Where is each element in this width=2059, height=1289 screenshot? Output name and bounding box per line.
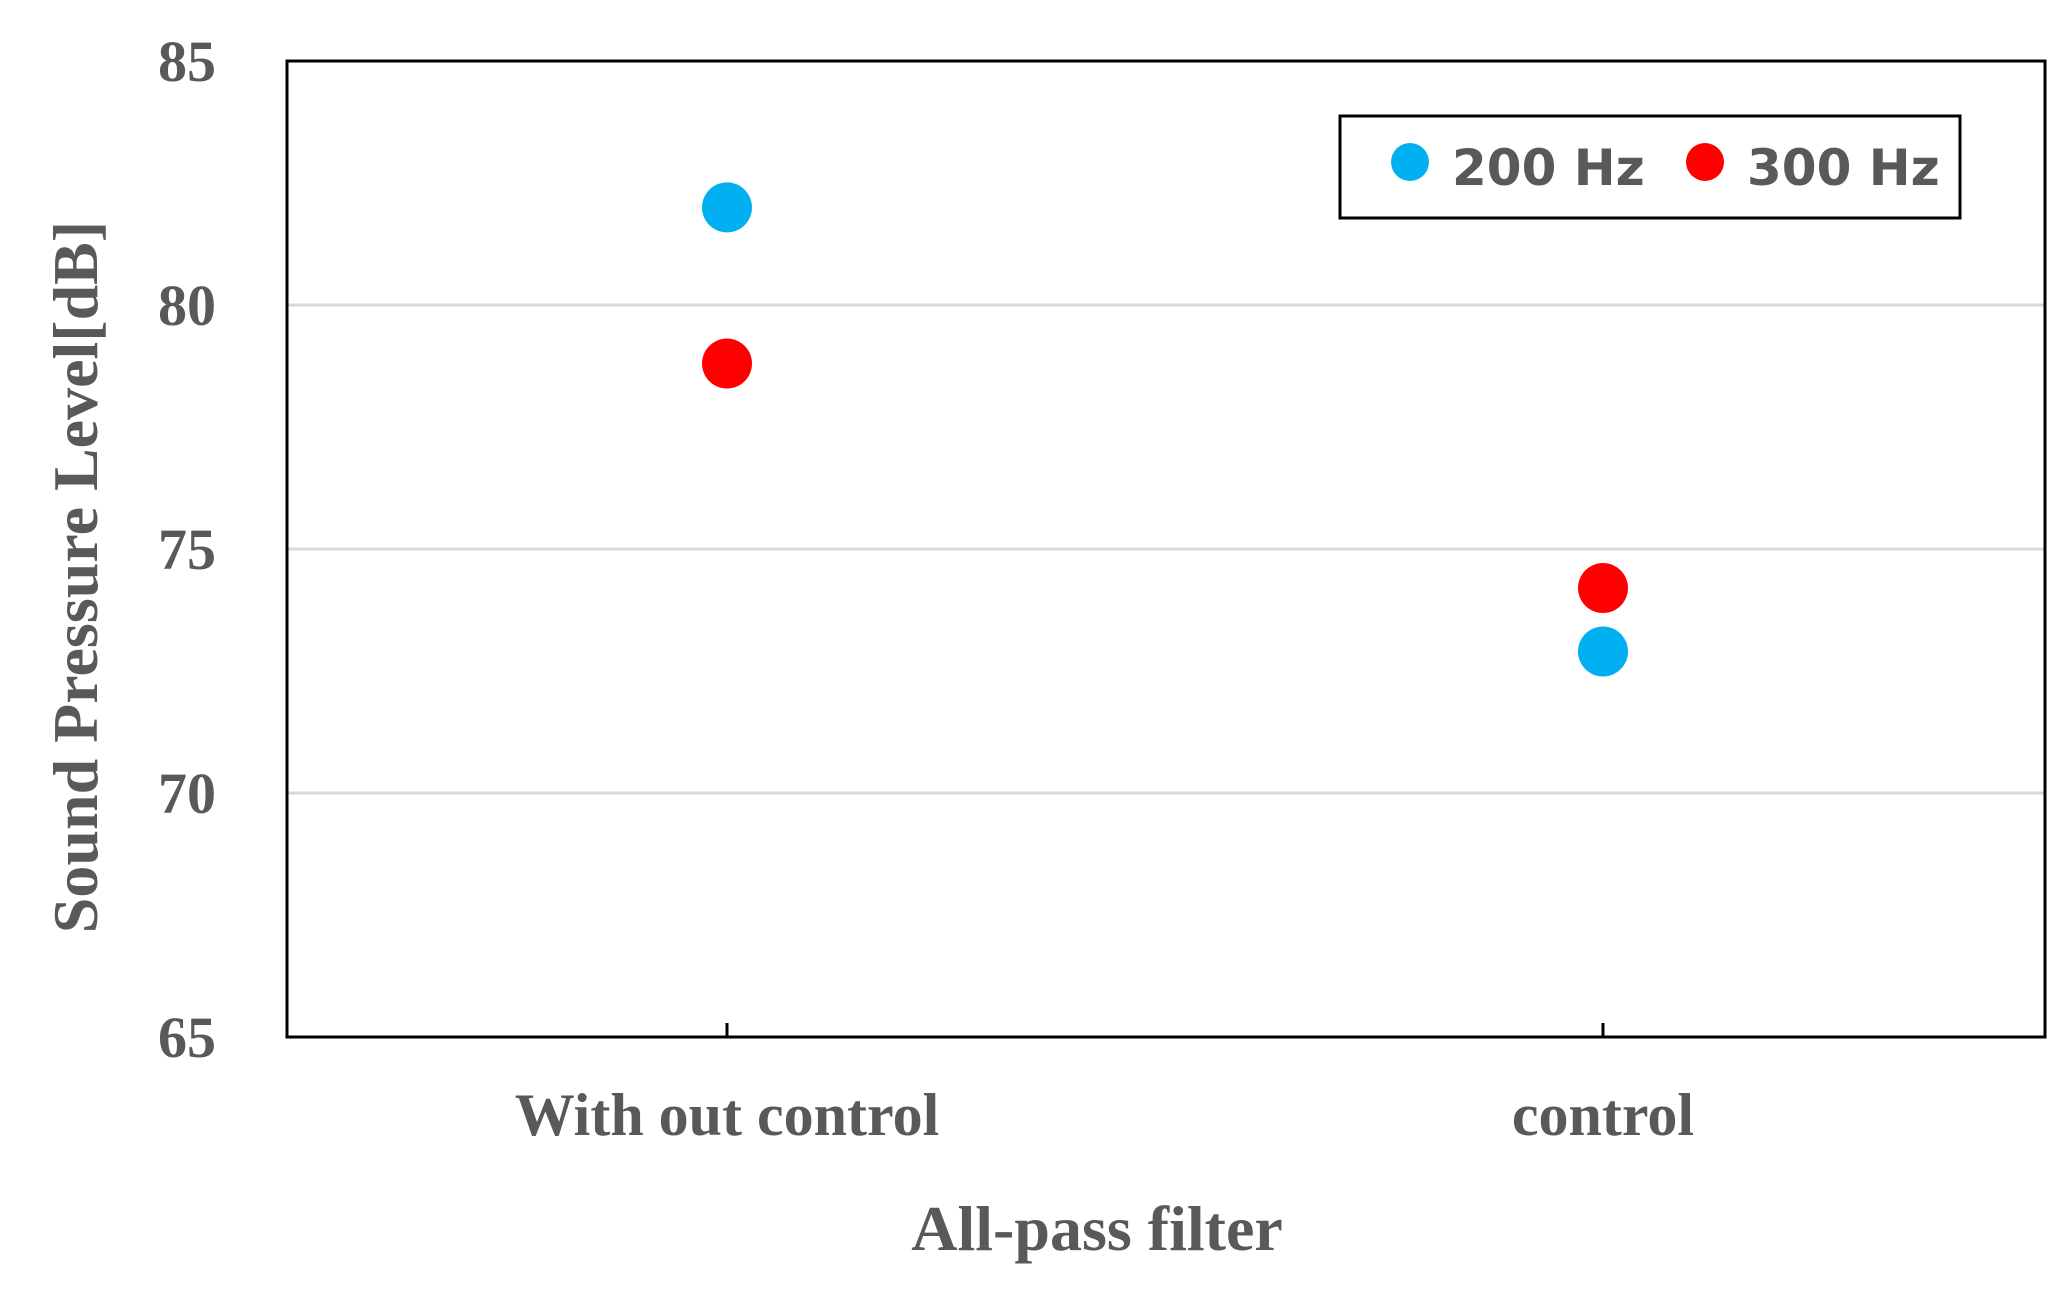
data-point [1578,626,1628,677]
data-point [702,182,752,233]
y-tick-label: 85 [158,29,216,94]
y-axis-title: Sound Pressure Level[dB] [40,221,111,933]
y-tick-label: 75 [158,517,216,582]
plot-frame-group [285,59,2047,1039]
x-tick-label: control [1512,1082,1694,1148]
data-point [1578,563,1628,614]
x-tick-labels: With out control control [515,1082,1694,1148]
legend-label: 200 Hz [1452,139,1645,197]
legend-box [1338,114,1962,220]
y-tick-label: 80 [158,273,216,338]
legend-label: 300 Hz [1747,139,1940,197]
data-points [702,182,1628,677]
data-point [702,338,752,389]
legend: 200 Hz 300 Hz [1338,114,1962,220]
x-tick-label: With out control [515,1082,939,1148]
x-axis-title: All-pass filter [911,1193,1283,1264]
legend-marker [1686,143,1724,181]
gridlines [287,303,2045,795]
plot-frame [285,59,2047,1039]
y-tick-label: 65 [158,1005,216,1070]
legend-marker [1391,143,1429,181]
y-tick-labels: 65 70 75 80 85 [158,29,216,1070]
y-tick-label: 70 [158,761,216,826]
x-ticks [725,1023,1605,1037]
